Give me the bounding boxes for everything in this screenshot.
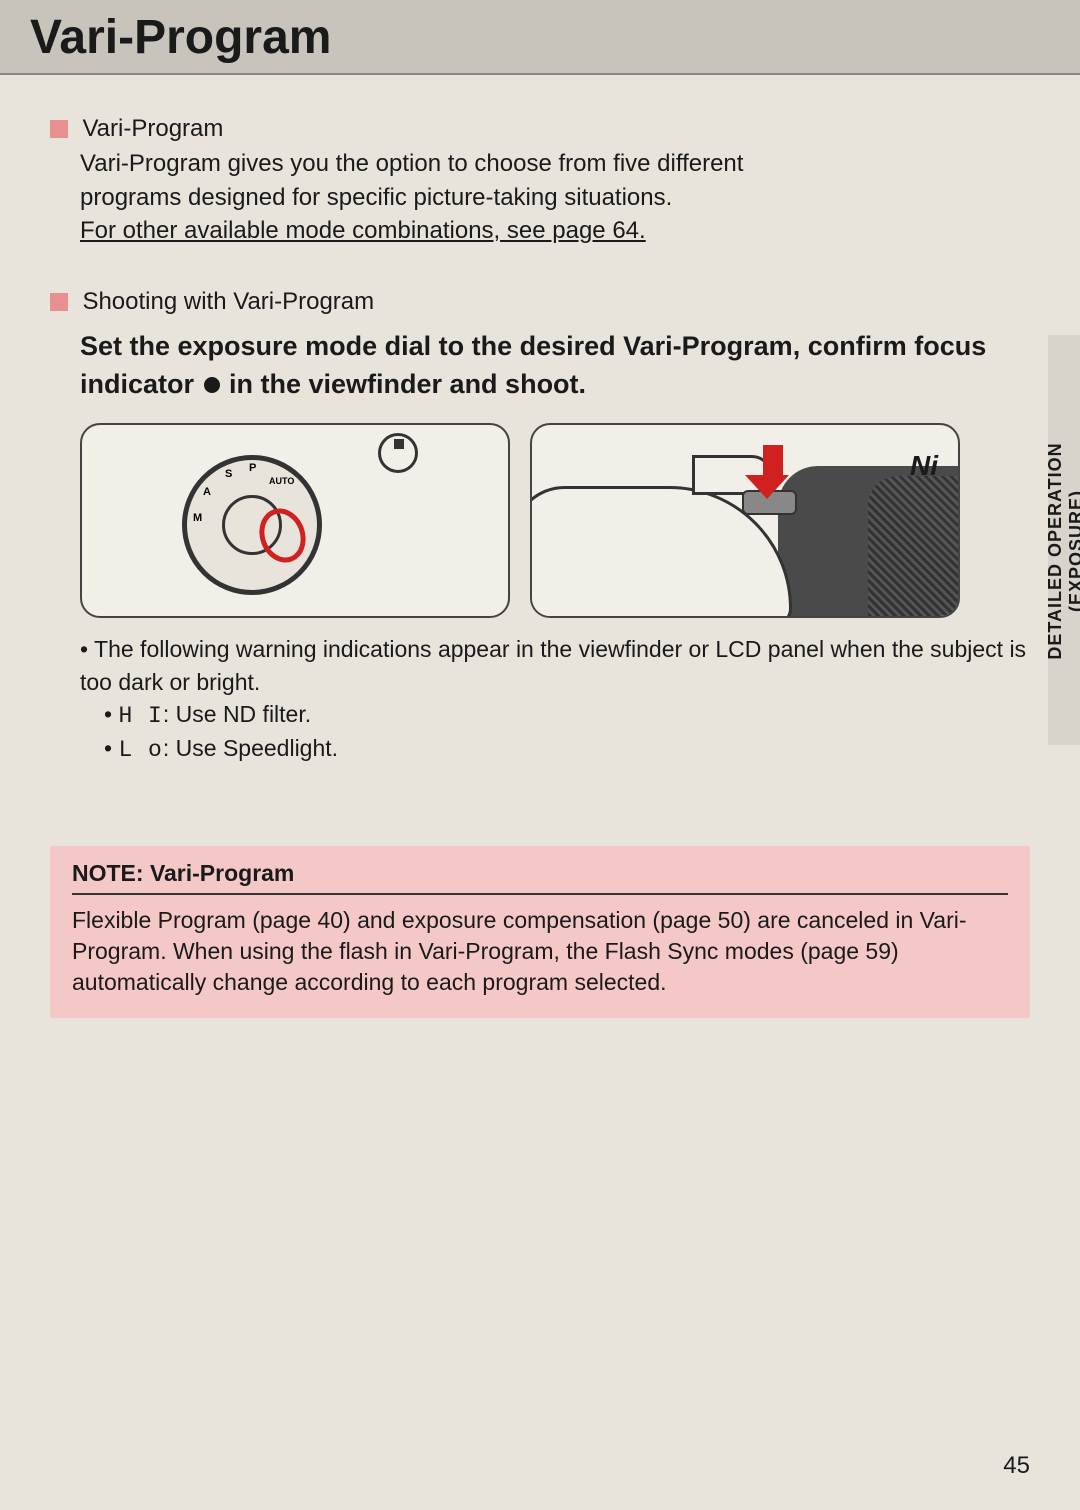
bullet-icon bbox=[50, 120, 68, 138]
page-content: Vari-Program Vari-Program gives you the … bbox=[0, 75, 1080, 1038]
section2-title: Shooting with Vari-Program bbox=[82, 288, 374, 315]
note-title: NOTE: Vari-Program bbox=[72, 860, 1008, 895]
bullet-icon bbox=[50, 293, 68, 311]
focus-dot-icon bbox=[204, 377, 220, 393]
mode-dial: M A S P AUTO bbox=[182, 455, 322, 595]
page-number: 45 bbox=[1003, 1452, 1030, 1480]
hi-text: : Use ND filter. bbox=[163, 701, 311, 727]
lo-text: : Use Speedlight. bbox=[163, 735, 338, 761]
warning-hi: • H I: Use ND filter. bbox=[80, 698, 1030, 732]
hi-symbol: H I bbox=[118, 703, 162, 729]
page-title: Vari-Program bbox=[30, 10, 1050, 65]
section1-title: Vari-Program bbox=[82, 115, 223, 142]
dial-mark-auto: AUTO bbox=[269, 476, 294, 486]
dial-mark-m: M bbox=[193, 512, 202, 524]
bold-instruction: Set the exposure mode dial to the desire… bbox=[80, 328, 1030, 404]
intro-line2: programs designed for specific picture-t… bbox=[80, 184, 672, 211]
note-box: NOTE: Vari-Program Flexible Program (pag… bbox=[50, 846, 1030, 1018]
side-tab-label: DETAILED OPERATION (EXPOSURE) bbox=[1045, 381, 1080, 721]
warning-lead: • The following warning indications appe… bbox=[80, 633, 1030, 697]
warning-lo: • L o: Use Speedlight. bbox=[80, 732, 1030, 766]
red-rotate-arrow-icon bbox=[466, 485, 510, 575]
lo-symbol: L o bbox=[118, 737, 162, 763]
camera-brand-label: Ni bbox=[910, 450, 938, 482]
header-bar: Vari-Program bbox=[0, 0, 1080, 75]
instr-suffix: in the viewfinder and shoot. bbox=[222, 369, 587, 399]
mode-dial-illustration: M A S P AUTO bbox=[80, 423, 510, 618]
note-body: Flexible Program (page 40) and exposure … bbox=[72, 905, 1008, 998]
intro-paragraph: Vari-Program gives you the option to cho… bbox=[80, 147, 1030, 248]
cross-ref-link: For other available mode combinations, s… bbox=[80, 217, 646, 244]
dial-mark-a: A bbox=[203, 486, 211, 498]
shutter-press-illustration: Ni bbox=[530, 423, 960, 618]
intro-line1: Vari-Program gives you the option to cho… bbox=[80, 150, 743, 177]
dial-mark-p: P bbox=[249, 462, 256, 474]
illustration-row: M A S P AUTO Ni bbox=[80, 423, 1030, 618]
red-down-arrow-icon bbox=[757, 445, 789, 499]
dial-mark-s: S bbox=[225, 468, 232, 480]
section-vari-program: Vari-Program Vari-Program gives you the … bbox=[50, 115, 1030, 248]
section-shooting: Shooting with Vari-Program Set the expos… bbox=[50, 288, 1030, 766]
